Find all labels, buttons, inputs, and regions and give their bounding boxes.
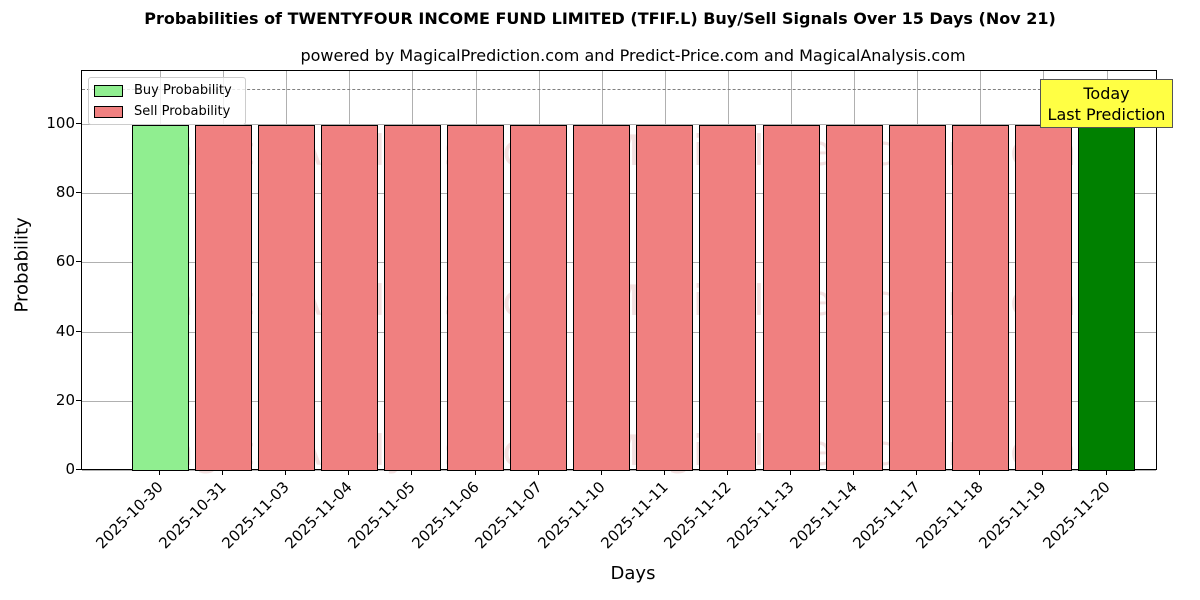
x-tick-mark (916, 470, 918, 475)
y-tick-label: 20 (55, 390, 75, 409)
bar-2025-11-19 (1014, 125, 1072, 471)
y-tick-label: 80 (55, 183, 75, 202)
y-tick-mark (76, 469, 81, 470)
bar-2025-11-07 (510, 125, 568, 471)
bar-2025-11-06 (447, 125, 504, 471)
y-tick-mark (76, 399, 81, 401)
bar-2025-11-03 (257, 125, 315, 471)
x-tick-mark (411, 470, 413, 475)
bar-2025-11-05 (383, 125, 441, 471)
x-tick-mark (979, 470, 981, 475)
annotation-line2: Last Prediction (1047, 105, 1166, 124)
x-tick-mark (600, 470, 602, 475)
y-tick-mark (76, 192, 81, 194)
chart-title: Probabilities of TWENTYFOUR INCOME FUND … (144, 9, 1056, 28)
y-tick-label: 0 (65, 460, 75, 478)
bar-2025-11-04 (320, 125, 378, 471)
y-axis-label: Probability (11, 217, 33, 313)
bar-2025-11-13 (762, 125, 820, 471)
x-tick-mark (285, 470, 287, 475)
legend-item-sell: Sell Probability (94, 104, 230, 119)
sell-swatch-icon (94, 105, 123, 118)
x-tick-mark (663, 470, 665, 475)
chart-subtitle: powered by MagicalPrediction.com and Pre… (300, 46, 966, 65)
bar-2025-11-11 (636, 125, 694, 471)
legend-label-buy: Buy Probability (134, 83, 232, 98)
bar-2025-11-12 (699, 125, 757, 471)
plot-area: MagicalAnalysis.comMagicalPrediction.com… (81, 70, 1157, 475)
grid-line-h (82, 124, 1156, 125)
bar-2025-11-18 (951, 125, 1009, 471)
x-tick-mark (853, 470, 855, 475)
bar-2025-11-14 (825, 125, 883, 471)
bar-2025-10-31 (194, 125, 252, 471)
x-tick-mark (159, 470, 160, 475)
bar-2025-11-20 (1078, 125, 1135, 471)
y-tick-mark (76, 261, 81, 263)
y-tick-mark (76, 330, 81, 332)
x-tick-mark (726, 470, 728, 475)
y-tick-label: 60 (55, 252, 75, 271)
legend-item-buy: Buy Probability (94, 83, 232, 98)
legend-label-sell: Sell Probability (134, 104, 231, 119)
x-tick-mark (1042, 470, 1044, 475)
x-tick-mark (474, 470, 476, 475)
x-tick-mark (1105, 470, 1107, 475)
reference-line-110 (82, 89, 1156, 91)
bar-2025-11-10 (573, 125, 631, 471)
buy-swatch-icon (94, 84, 123, 97)
x-tick-mark (790, 470, 791, 475)
y-tick-label: 100 (46, 114, 75, 132)
legend: Buy Probability Sell Probability (88, 77, 246, 125)
x-tick-mark (222, 470, 224, 475)
x-axis-label: Days (610, 563, 656, 584)
annotation-line1: Today (1083, 84, 1130, 103)
bar-2025-10-30 (131, 125, 189, 471)
bar-2025-11-17 (888, 125, 946, 471)
y-tick-label: 40 (55, 321, 75, 340)
today-annotation: Today Last Prediction (1040, 79, 1173, 128)
x-tick-mark (537, 470, 539, 475)
y-tick-mark (76, 123, 81, 124)
x-tick-mark (348, 470, 350, 475)
